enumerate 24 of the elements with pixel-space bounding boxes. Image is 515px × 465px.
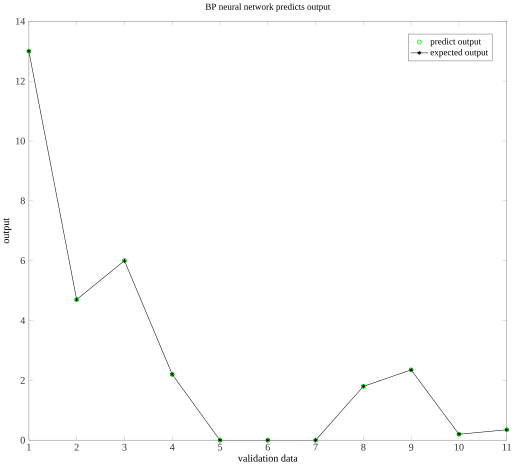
y-axis-title: output — [3, 218, 12, 244]
legend-label: predict output — [430, 38, 482, 46]
x-tick-label: 6 — [266, 444, 270, 451]
x-tick-label: 9 — [408, 444, 414, 451]
y-tick-label: 0 — [20, 436, 25, 444]
x-tick-label: 4 — [170, 444, 175, 450]
x-axis-title: validation data — [238, 454, 298, 462]
x-tick-label: 7 — [314, 444, 318, 450]
x-tick-label: 8 — [361, 444, 366, 451]
x-tick-label: 2 — [74, 444, 79, 450]
y-tick-label: 14 — [16, 18, 26, 25]
x-tick-label: 5 — [218, 444, 222, 451]
y-tick-label: 6 — [20, 257, 25, 264]
legend-label: expected output — [430, 48, 488, 58]
y-tick-label: 4 — [20, 317, 26, 324]
y-tick-label: 10 — [16, 138, 25, 144]
chart-title: BP neural network predicts output — [206, 3, 330, 12]
y-tick-label: 2 — [20, 377, 25, 384]
y-tick-label: 8 — [20, 197, 25, 204]
x-tick-label: 3 — [122, 444, 127, 451]
x-tick-label: 10 — [454, 444, 464, 451]
x-tick-label: 1 — [27, 444, 31, 450]
y-tick-label: 12 — [16, 78, 25, 84]
x-tick-label: 11 — [502, 444, 512, 450]
